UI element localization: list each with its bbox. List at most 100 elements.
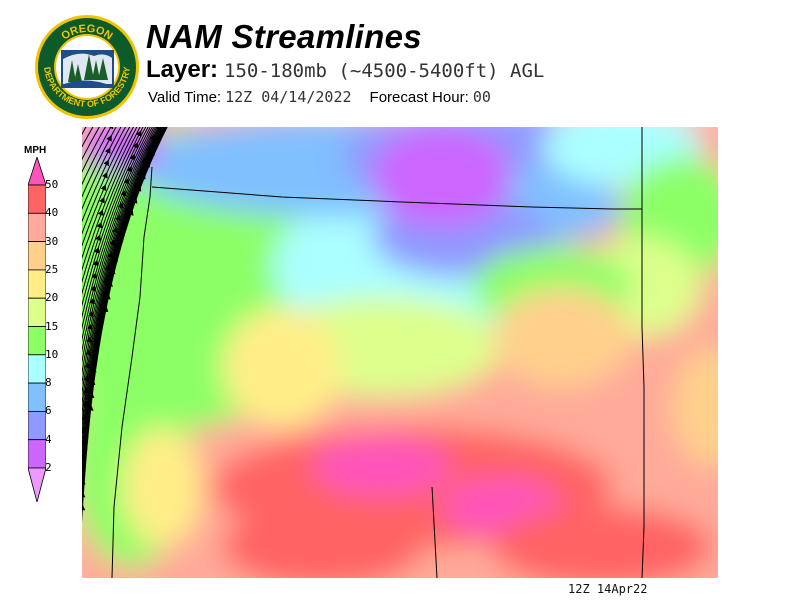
streamline-arrow <box>93 340 100 347</box>
page-title: NAM Streamlines <box>146 18 422 55</box>
streamline <box>82 127 112 186</box>
legend-swatch <box>27 212 47 242</box>
streamline <box>82 127 117 198</box>
streamline-arrow <box>95 234 101 242</box>
streamline-arrow <box>82 400 89 407</box>
legend-label: 30 <box>45 234 59 248</box>
streamline-arrow <box>87 323 93 330</box>
legend-swatch <box>27 382 47 412</box>
streamline-arrow <box>85 348 92 356</box>
legend-swatch <box>27 354 47 384</box>
legend-swatch <box>27 269 47 299</box>
legend-unit: MPH <box>24 145 47 156</box>
streamline-arrow <box>123 177 129 185</box>
streamline <box>82 127 168 523</box>
streamline <box>82 127 127 223</box>
streamline-arrow <box>104 147 111 154</box>
streamline-arrow <box>90 284 97 292</box>
streamline-arrow <box>88 391 95 399</box>
streamline <box>82 127 162 397</box>
streamline-arrow <box>144 145 151 153</box>
streamline-arrow <box>112 226 118 234</box>
streamline-map[interactable] <box>82 127 718 578</box>
state-border <box>431 486 438 578</box>
legend-label: 8 <box>45 376 52 390</box>
streamline-arrow <box>102 305 109 313</box>
forecast-value: 00 <box>472 88 491 106</box>
legend-label: 10 <box>45 347 59 361</box>
streamline-arrow <box>106 134 112 142</box>
valid-value: 12Z 04/14/2022 <box>225 88 352 106</box>
state-border <box>151 186 613 210</box>
legend-label: 25 <box>45 262 59 276</box>
streamline-arrow <box>83 374 90 382</box>
streamline-arrow <box>100 289 107 296</box>
legend-label: 40 <box>45 206 59 220</box>
layer-info: Layer: 150-180mb (~4500-5400ft) AGL <box>146 56 544 84</box>
wind-speed-region <box>492 287 632 387</box>
legend-arrow-bottom <box>27 467 47 504</box>
streamline-arrow <box>109 239 116 246</box>
streamline-arrow <box>149 134 155 141</box>
streamline-arrow <box>103 159 109 167</box>
streamline-arrow <box>89 378 96 386</box>
streamline-arrow <box>82 426 87 433</box>
streamline <box>82 127 163 417</box>
streamline-arrow <box>88 310 95 318</box>
streamline-arrow <box>97 209 104 216</box>
legend-swatch <box>27 184 47 214</box>
streamline-arrow <box>117 202 124 209</box>
streamline <box>82 127 134 247</box>
streamline <box>82 127 147 296</box>
streamline <box>82 127 155 342</box>
streamline-arrow <box>82 413 88 420</box>
wind-speed-region <box>672 347 718 467</box>
streamline <box>82 127 106 173</box>
streamline-arrow <box>104 264 111 271</box>
streamline-arrow <box>91 272 98 279</box>
streamline-arrow <box>98 301 105 309</box>
state-border <box>641 127 645 578</box>
streamline-arrow <box>86 336 93 343</box>
svg-text:OREGON: OREGON <box>59 23 114 43</box>
wind-speed-region <box>122 427 202 547</box>
legend-swatch <box>27 241 47 271</box>
streamline <box>82 127 94 148</box>
streamline-arrow <box>96 314 103 322</box>
legend-label: 6 <box>45 404 52 418</box>
streamline-arrow <box>120 189 127 197</box>
streamline-arrow <box>102 276 109 284</box>
logo: OREGON DEPARTMENT OF FORESTRY <box>34 14 140 120</box>
layer-label: Layer: <box>146 56 219 83</box>
legend-swatch <box>27 439 47 469</box>
streamline <box>82 127 144 284</box>
legend-swatch <box>27 326 47 356</box>
streamline <box>82 127 122 211</box>
streamline <box>82 127 138 260</box>
legend-label: 50 <box>45 178 59 191</box>
streamline-arrow <box>129 153 136 161</box>
legend-swatch <box>27 297 47 327</box>
legend-arrow-top <box>27 155 47 186</box>
legend-label: 15 <box>45 319 59 333</box>
layer-value: 150-180mb (~4500-5400ft) AGL <box>224 60 545 82</box>
streamline-arrow <box>89 297 95 305</box>
wind-speed-region <box>222 307 342 427</box>
streamline-arrow <box>107 251 114 259</box>
legend-label: 4 <box>45 432 52 446</box>
valid-info: Valid Time: 12Z 04/14/2022 Forecast Hour: … <box>148 88 491 106</box>
wind-speed-region <box>372 127 512 227</box>
streamline-arrow <box>127 209 134 216</box>
streamline-arrow <box>84 361 91 369</box>
map-timestamp: 12Z 14Apr22 <box>568 582 648 596</box>
streamline <box>82 127 100 161</box>
streamline <box>82 127 149 307</box>
streamline-arrow <box>106 280 113 287</box>
wind-speed-region <box>312 437 452 497</box>
legend-swatch <box>27 410 47 441</box>
streamline-arrow <box>135 130 142 137</box>
streamline-arrow <box>114 214 121 222</box>
legend-label: 20 <box>45 291 59 305</box>
streamline-arrow <box>96 221 103 229</box>
streamline-arrow <box>92 259 99 267</box>
